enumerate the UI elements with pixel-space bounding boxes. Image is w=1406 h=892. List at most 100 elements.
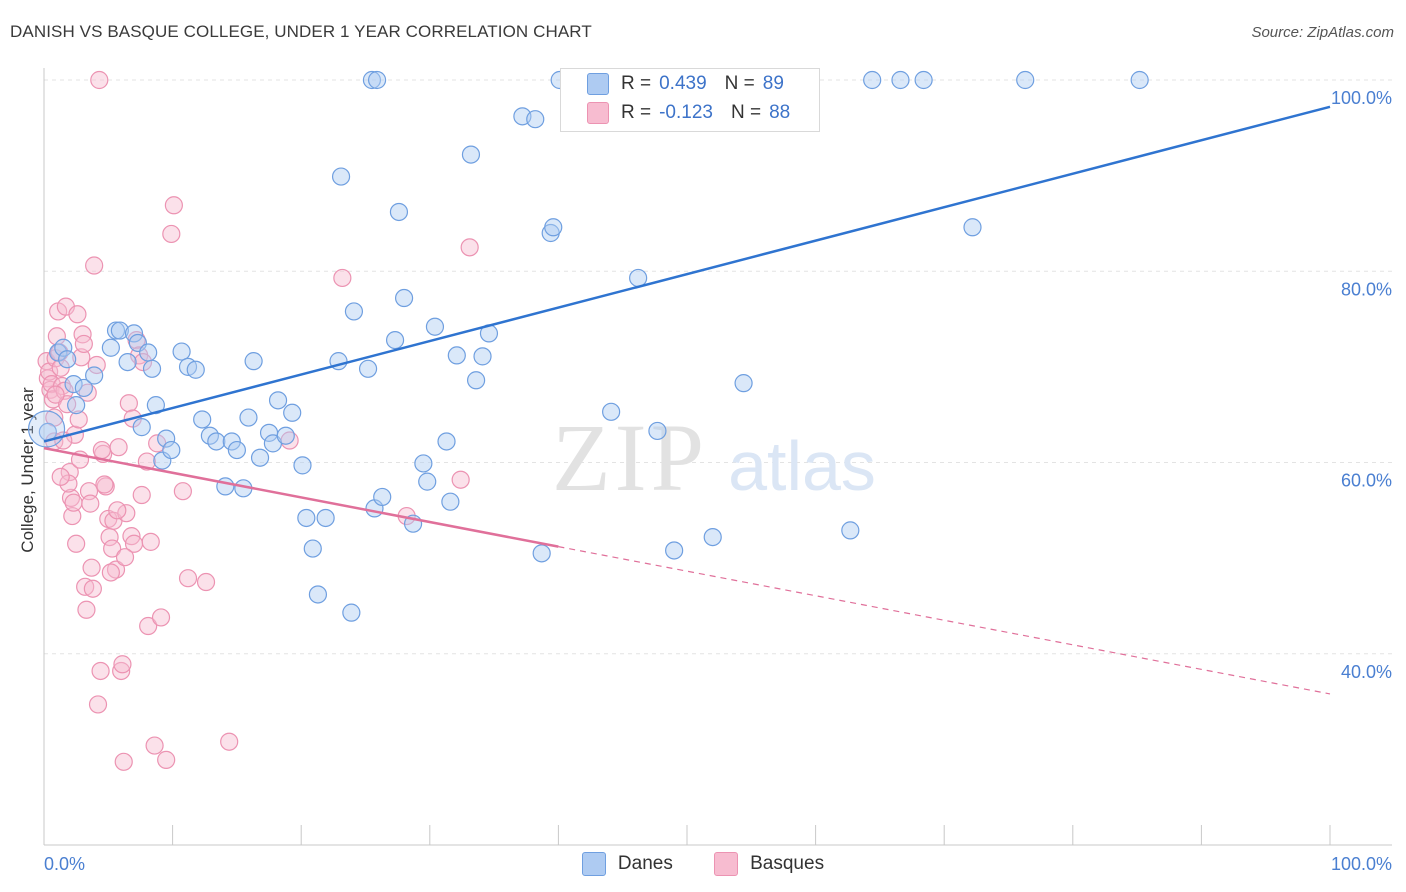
basques-trend-line [43, 446, 559, 548]
danes-point [110, 321, 129, 340]
legend-item-basques[interactable]: Basques [714, 852, 824, 876]
stats-r-label: R = [621, 101, 652, 123]
y-tick-label: 60.0% [1341, 471, 1392, 491]
stats-row-basques: R = -0.123 N = 88 [561, 98, 819, 127]
danes-point [193, 410, 212, 429]
basques-point [333, 268, 352, 288]
danes-trend-line [43, 105, 1331, 443]
y-tick-label: 40.0% [1341, 662, 1392, 682]
basques-point [196, 572, 216, 592]
danes-point [139, 343, 158, 362]
danes-point [268, 391, 288, 410]
danes-point [418, 472, 437, 491]
danes-point [544, 218, 563, 237]
basques-point [51, 467, 70, 486]
danes-point [74, 378, 93, 398]
basques-point [173, 482, 192, 501]
stats-r-value-danes: 0.439 [659, 72, 707, 94]
basques-point [460, 238, 479, 257]
basques-point [73, 325, 92, 344]
danes-point [447, 346, 466, 365]
danes-point [124, 324, 144, 343]
danes-point [54, 338, 73, 357]
x-tick-label: 0.0% [44, 854, 85, 874]
danes-point [227, 440, 246, 460]
legend-item-danes[interactable]: Danes [581, 852, 673, 876]
basques-point [109, 438, 128, 457]
danes-point [118, 352, 137, 372]
danes-point [157, 429, 176, 448]
danes-point [162, 440, 181, 460]
basques-point [64, 493, 83, 512]
basques-point [114, 752, 133, 771]
basques-point [95, 475, 114, 494]
basques-point [151, 608, 171, 627]
danes-point [303, 539, 322, 558]
danes-point [373, 487, 392, 507]
stats-box: R = 0.439 N = 89 R = -0.123 N = 88 [560, 68, 820, 132]
watermark-zip: ZIP [552, 404, 708, 511]
basques-point [164, 196, 183, 215]
danes-point [362, 70, 382, 90]
basques-point [119, 394, 138, 413]
basques-point [69, 410, 88, 429]
danes-point [67, 396, 86, 415]
legend-swatch-danes [581, 852, 606, 876]
danes-point [172, 342, 191, 361]
danes-point [283, 403, 302, 422]
danes-point [153, 451, 172, 470]
series-danes [27, 70, 1149, 622]
y-tick-label: 80.0% [1341, 279, 1392, 299]
danes-point [665, 541, 684, 560]
axes [43, 68, 1392, 846]
basques-point [82, 558, 101, 577]
basques-point [91, 661, 110, 681]
danes-point [473, 347, 492, 366]
basques-point [178, 569, 198, 588]
stats-row-danes: R = 0.439 N = 89 [561, 69, 819, 98]
danes-point [385, 331, 405, 350]
danes-point [342, 603, 361, 622]
legend-swatch-basques [714, 852, 739, 876]
danes-point [526, 110, 545, 129]
danes-point [602, 402, 621, 421]
danes-point [308, 585, 328, 604]
basques-point [145, 736, 164, 755]
basques-trend-line-dashed [558, 546, 1331, 695]
trend-lines [43, 105, 1331, 695]
basques-point [220, 732, 239, 751]
danes-point [64, 374, 83, 394]
legend-label-basques: Basques [750, 853, 825, 874]
stats-swatch-basques [587, 101, 609, 124]
basques-point [112, 661, 131, 681]
danes-point [389, 202, 409, 222]
basques-point [90, 70, 109, 90]
danes-point [841, 521, 860, 540]
danes-point [239, 408, 258, 427]
danes-point [1130, 70, 1149, 90]
danes-point [414, 454, 433, 473]
stats-n-value-danes: 89 [762, 72, 784, 94]
danes-point [186, 360, 205, 379]
basques-point [46, 385, 65, 404]
danes-point [132, 418, 151, 437]
basques-point [63, 506, 82, 526]
basques-point [60, 462, 79, 482]
danes-point [441, 492, 460, 511]
stats-n-label: N = [724, 72, 755, 94]
legend-label-danes: Danes [617, 853, 673, 874]
danes-point [394, 288, 414, 308]
basques-point [77, 600, 96, 619]
basques-point [139, 616, 158, 636]
danes-point [216, 477, 235, 496]
basques-point [132, 485, 151, 505]
watermark-atlas: atlas [728, 427, 876, 505]
x-tick-label: 100.0% [1331, 854, 1392, 874]
basques-point [108, 501, 127, 520]
tick-labels: 40.0% 60.0% 80.0% 100.0% 0.0% 100.0% [44, 88, 1392, 874]
danes-point [425, 317, 445, 336]
danes-point [344, 302, 364, 321]
danes-point [734, 374, 753, 393]
stats-n-label: N = [730, 101, 762, 123]
danes-point [703, 527, 722, 547]
